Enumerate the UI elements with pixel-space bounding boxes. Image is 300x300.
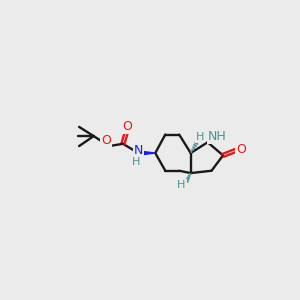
Polygon shape bbox=[138, 151, 155, 155]
Text: O: O bbox=[101, 134, 111, 147]
Text: H: H bbox=[132, 157, 140, 167]
Text: N: N bbox=[134, 144, 143, 157]
Text: O: O bbox=[123, 120, 133, 134]
Text: O: O bbox=[236, 143, 246, 157]
Text: H: H bbox=[177, 180, 186, 190]
Text: H: H bbox=[196, 132, 204, 142]
Text: NH: NH bbox=[208, 130, 226, 143]
